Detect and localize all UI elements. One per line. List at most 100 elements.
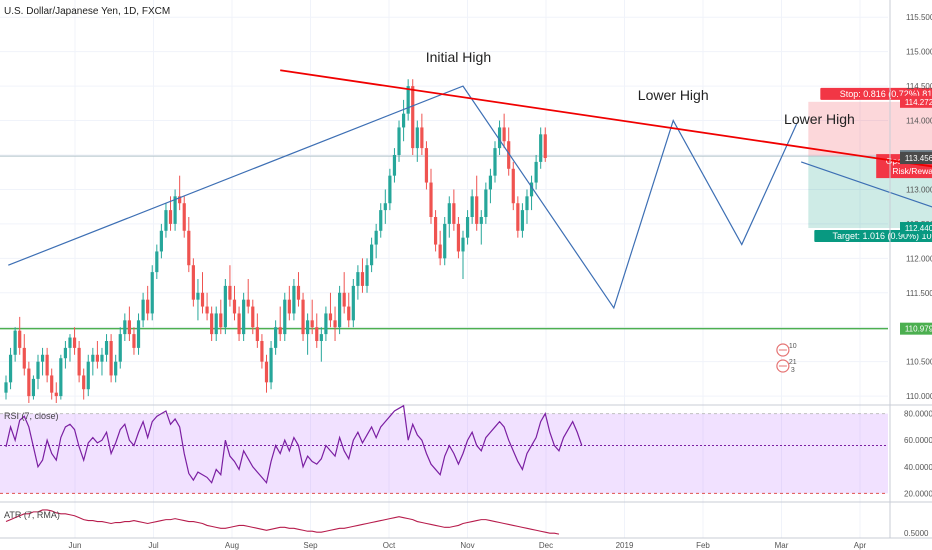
- candle-body: [278, 327, 282, 335]
- price-tag[interactable]: [900, 322, 932, 335]
- candle-body: [351, 285, 355, 321]
- price-tick-label: 111.500: [906, 289, 932, 298]
- candle-body: [269, 347, 273, 383]
- candle-body: [456, 223, 461, 252]
- price-tag[interactable]: [900, 222, 932, 235]
- candle-body: [255, 327, 259, 341]
- candle-body: [475, 196, 479, 224]
- candle-body: [392, 155, 397, 176]
- candle-body: [77, 347, 81, 376]
- stop-zone[interactable]: [808, 101, 932, 157]
- price-tick-label: 114.000: [906, 117, 932, 126]
- candle-body: [31, 378, 36, 397]
- time-tick-label: Apr: [854, 541, 867, 550]
- candle-body: [146, 299, 150, 314]
- time-axis[interactable]: Jun Jul Aug Sep Oct Nov Dec 2019 Feb Mar Apr: [0, 537, 932, 550]
- rsi-tick-label: 20.0000: [904, 489, 932, 498]
- candle-body: [164, 210, 168, 231]
- candle-body: [365, 265, 369, 286]
- candle-body: [401, 113, 406, 128]
- candle-body: [333, 320, 337, 328]
- candle-body: [438, 244, 442, 259]
- candle-body: [543, 134, 547, 159]
- candle-body: [534, 161, 538, 183]
- candle-body: [242, 299, 246, 335]
- candle-body: [54, 392, 58, 397]
- candle-body: [370, 244, 374, 266]
- candle-body: [150, 272, 154, 314]
- candle-body: [397, 127, 401, 155]
- drawings-layer[interactable]: Initial High Lower High Lower High 10 213: [8, 49, 932, 374]
- candle-body: [196, 292, 200, 300]
- candle-body: [452, 203, 456, 224]
- candle-body: [86, 361, 90, 390]
- candle-body: [182, 203, 186, 231]
- candle-body: [191, 265, 195, 300]
- price-tag[interactable]: [900, 152, 932, 165]
- rsi-tick-label: 40.0000: [904, 463, 932, 472]
- target-label: Target: 1.016 (0.90%) 101.6, Amount: 131…: [832, 231, 932, 241]
- candle-body: [415, 127, 419, 149]
- red-trendline[interactable]: [280, 69, 932, 196]
- candle-body: [301, 299, 305, 335]
- price-axis[interactable]: 110.000110.500111.000111.500112.000112.5…: [889, 0, 932, 538]
- zigzag-line[interactable]: [8, 85, 798, 310]
- candle-body: [379, 210, 383, 231]
- candle-body: [50, 375, 54, 393]
- candle-body: [296, 285, 301, 300]
- price-tick-label: 115.500: [906, 13, 932, 22]
- candle-body: [516, 203, 520, 231]
- candle-body: [63, 347, 68, 359]
- candle-body: [8, 354, 13, 383]
- annotation-label[interactable]: Lower High: [784, 111, 855, 127]
- candle-body: [141, 299, 145, 321]
- time-tick-label: Mar: [775, 541, 789, 550]
- annotation-label[interactable]: Initial High: [426, 49, 491, 65]
- candle-body: [342, 292, 346, 307]
- candle-body: [443, 223, 447, 259]
- candle-body: [470, 196, 474, 217]
- candle-body: [260, 341, 264, 362]
- candle-body: [159, 230, 163, 252]
- candle-body: [411, 86, 415, 149]
- rsi-title: RSI (7, close): [4, 411, 59, 421]
- candle-body: [228, 285, 232, 300]
- atr-pane: [5, 509, 560, 535]
- time-tick-label: Aug: [225, 541, 239, 550]
- candle-body: [264, 361, 269, 383]
- candle-body: [328, 313, 333, 321]
- candle-body: [109, 341, 113, 376]
- price-tag[interactable]: [900, 95, 932, 108]
- candle-body: [324, 313, 328, 335]
- projection-line[interactable]: [800, 161, 932, 234]
- candle-body: [465, 217, 470, 238]
- candle-body: [72, 337, 77, 348]
- candle-body: [68, 337, 72, 348]
- candle-body: [493, 148, 497, 176]
- rsi-tick-label: 80.0000: [904, 410, 932, 419]
- candle-body: [497, 127, 502, 149]
- rsi-tick-label: 60.0000: [904, 436, 932, 445]
- candle-body: [306, 320, 310, 335]
- candle-body: [429, 182, 433, 217]
- candle-body: [178, 196, 182, 204]
- candle-body: [82, 375, 86, 390]
- price-tick-label: 114.500: [906, 82, 932, 91]
- candle-body: [388, 175, 392, 204]
- price-tick-label: 110.000: [906, 392, 932, 401]
- time-tick-label: Sep: [303, 541, 318, 550]
- candle-body: [502, 127, 506, 142]
- candle-body: [319, 334, 323, 341]
- candle-body: [356, 272, 360, 286]
- candle-body: [447, 203, 451, 224]
- atr-tick-label: 0.5000: [904, 529, 929, 538]
- annotation-label[interactable]: Lower High: [638, 87, 709, 103]
- candle-body: [59, 358, 63, 397]
- candle-body: [223, 285, 227, 328]
- price-tag-label: 114.272: [905, 98, 932, 107]
- rsi-line: [5, 404, 583, 485]
- time-tick-label: Jul: [148, 541, 158, 550]
- price-tag-label: 110.979: [905, 325, 932, 334]
